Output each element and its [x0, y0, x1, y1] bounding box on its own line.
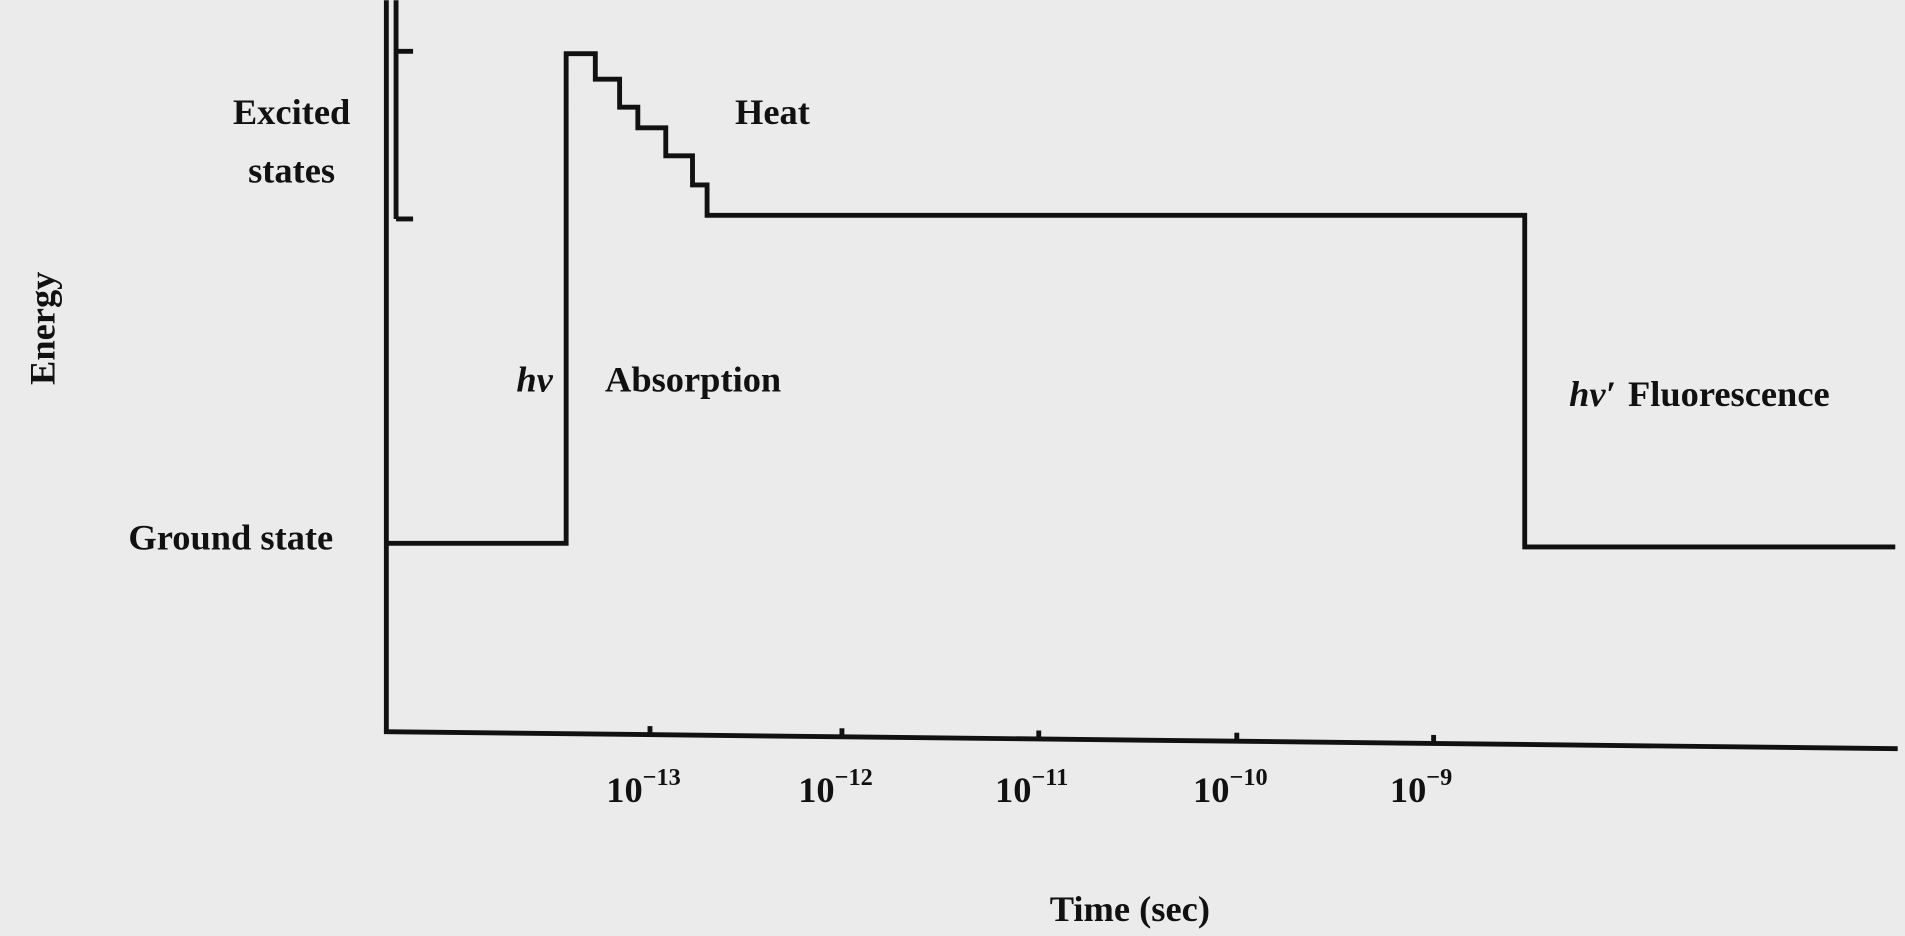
x-tick-label: 10−9	[1390, 764, 1452, 810]
x-tick-label: 10−11	[995, 764, 1068, 810]
label: hν′	[1569, 374, 1616, 414]
x-tick-label: 10−13	[606, 764, 681, 810]
y-axis-label: Energy	[23, 272, 63, 385]
tick-base: 10	[606, 770, 642, 810]
tick-base: 10	[1193, 770, 1229, 810]
excited-bracket	[393, 0, 414, 222]
tick-base: 10	[1390, 770, 1426, 810]
tick-exponent: −12	[835, 764, 873, 791]
label: hν	[516, 359, 553, 399]
label: Absorption	[605, 359, 781, 399]
label: Excited	[233, 92, 350, 132]
x-tick-label: 10−10	[1193, 764, 1268, 810]
label: Fluorescence	[1628, 374, 1830, 414]
tick-base: 10	[798, 770, 834, 810]
label: states	[248, 150, 335, 190]
tick-exponent: −10	[1229, 764, 1267, 791]
tick-exponent: −9	[1426, 764, 1452, 791]
label: Heat	[735, 92, 810, 132]
energy-path	[386, 51, 1896, 550]
x-axis	[383, 729, 1898, 752]
x-tick-label: 10−12	[798, 764, 873, 810]
tick-exponent: −13	[643, 764, 681, 791]
x-axis-label: Time (sec)	[1050, 889, 1210, 929]
x-ticks: 10−13 10−12 10−11 10−10 10−9	[606, 726, 1452, 810]
tick-base: 10	[995, 770, 1031, 810]
tick-exponent: −11	[1031, 764, 1068, 791]
label: Ground state	[128, 517, 333, 557]
